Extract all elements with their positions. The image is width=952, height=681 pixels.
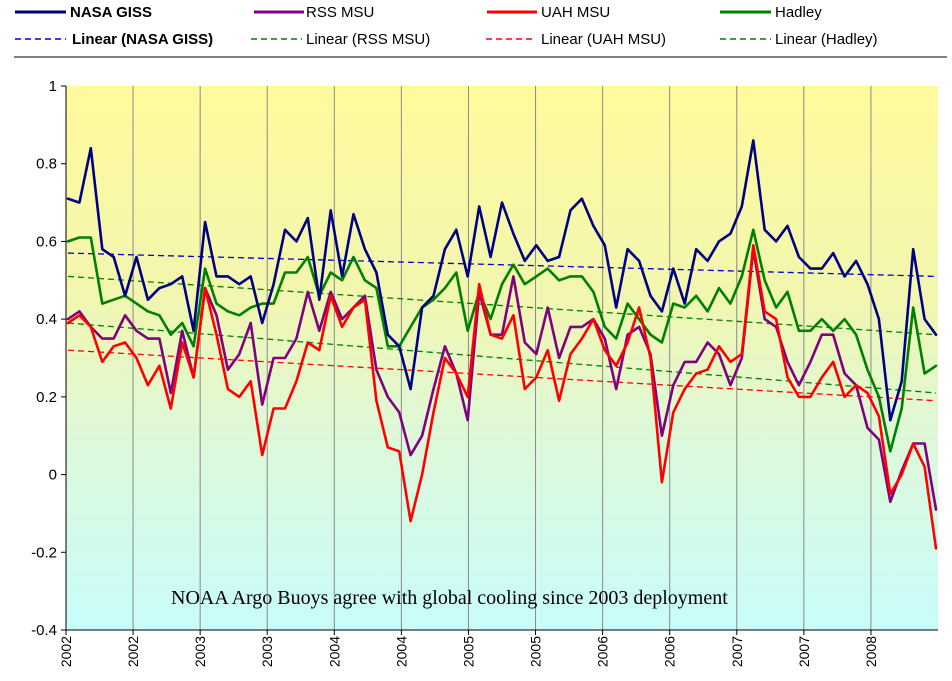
y-tick-label: 0.2 [36, 389, 57, 406]
x-tick-label: 2007 [796, 636, 812, 667]
y-tick-label: 0 [49, 467, 57, 484]
x-tick-label: 2008 [863, 636, 879, 667]
x-axis-ticks: 2002 2002 2003 2003 2004 2004 2005 2005 2006 2006… [58, 630, 879, 667]
x-tick-label: 2003 [259, 636, 275, 667]
x-tick-label: 2006 [595, 636, 611, 667]
x-tick-label: 2006 [662, 636, 678, 667]
y-tick-label: 0.8 [36, 156, 57, 173]
series-line-nasa-giss [66, 139, 938, 422]
trend-line-uah-msu [67, 349, 937, 402]
legend-label-linear-nasa-giss: Linear (NASA GISS) [72, 31, 213, 48]
x-tick-label: 2002 [58, 636, 74, 667]
legend-label-hadley: Hadley [775, 4, 822, 21]
x-tick-label: 2002 [125, 636, 141, 667]
legend-label-nasa-giss: NASA GISS [70, 4, 152, 21]
series-line-rss-msu [66, 247, 938, 511]
legend: NASA GISS RSS MSU UAH MSU Hadley Linear … [15, 4, 878, 48]
y-tick-label: 0.6 [36, 233, 57, 250]
x-tick-label: 2003 [192, 636, 208, 667]
chart-annotation: NOAA Argo Buoys agree with global coolin… [171, 587, 728, 609]
x-tick-label: 2004 [326, 636, 342, 667]
series-lines [66, 139, 938, 550]
series-line-uah-msu [66, 244, 938, 550]
y-tick-label: -0.4 [31, 622, 57, 639]
x-tick-label: 2004 [393, 636, 409, 667]
y-tick-label: 0.4 [36, 311, 57, 328]
grid-lines [132, 86, 872, 630]
x-tick-label: 2005 [528, 636, 544, 667]
trend-line-rss-msu [67, 322, 937, 394]
x-tick-label: 2005 [460, 636, 476, 667]
legend-label-linear-uah-msu: Linear (UAH MSU) [541, 31, 666, 48]
series-line-hadley [66, 228, 938, 453]
legend-label-uah-msu: UAH MSU [541, 4, 610, 21]
legend-label-linear-hadley: Linear (Hadley) [775, 31, 878, 48]
y-axis-ticks: 1 0.8 0.6 0.4 0.2 0 -0.2 -0.4 [31, 78, 66, 639]
y-tick-label: -0.2 [31, 544, 57, 561]
trend-line-hadley [67, 275, 937, 336]
legend-label-linear-rss-msu: Linear (RSS MSU) [306, 31, 430, 48]
legend-label-rss-msu: RSS MSU [306, 4, 374, 21]
x-tick-label: 2007 [729, 636, 745, 667]
y-tick-label: 1 [49, 78, 57, 95]
